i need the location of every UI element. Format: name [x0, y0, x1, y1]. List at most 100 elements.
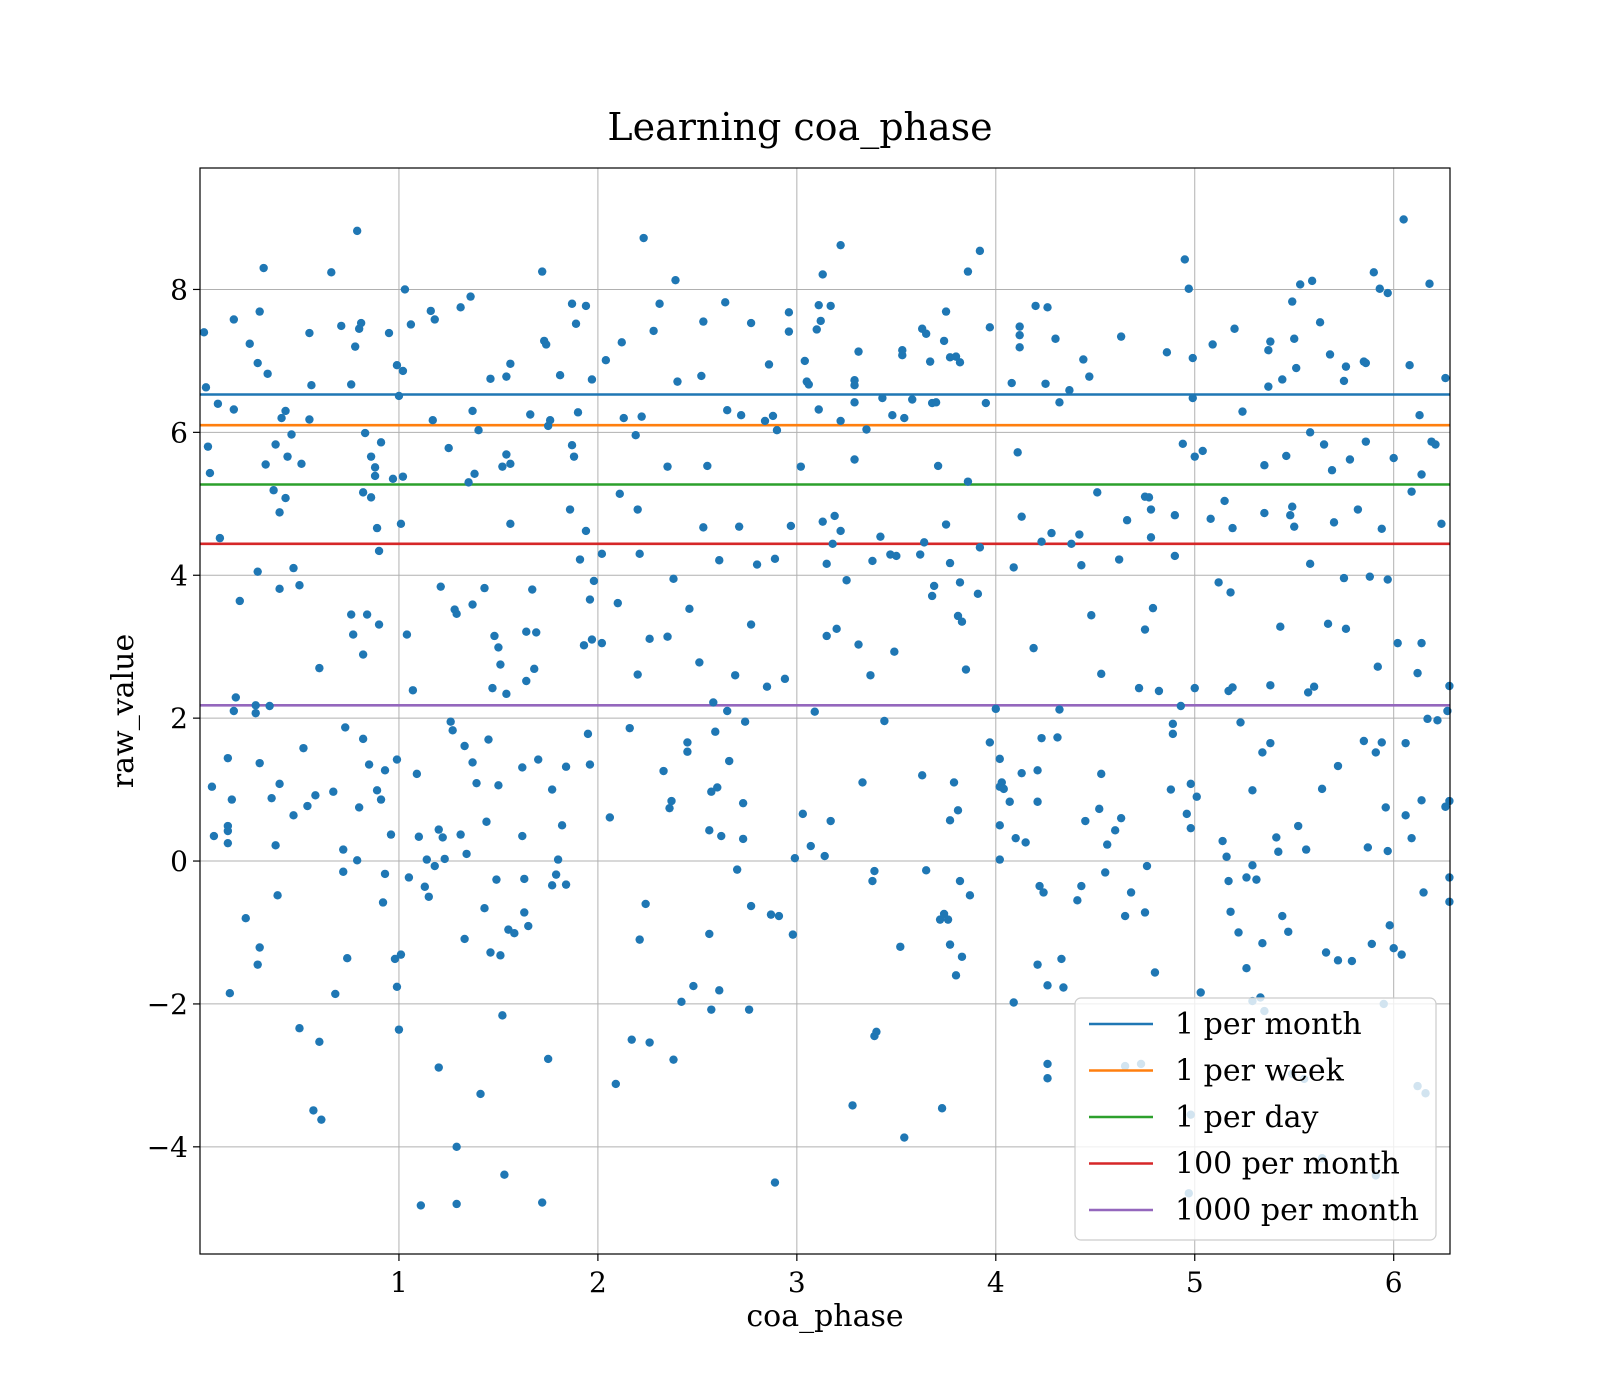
data-point: [746, 901, 756, 911]
data-point: [414, 832, 424, 841]
data-point: [468, 758, 477, 767]
data-point: [806, 841, 815, 851]
data-point: [315, 663, 324, 673]
data-point: [1238, 407, 1247, 416]
data-point: [1166, 785, 1176, 794]
data-point: [1266, 738, 1275, 748]
data-point: [398, 472, 408, 481]
data-point: [915, 550, 925, 559]
data-point: [850, 381, 859, 390]
data-point: [697, 371, 706, 381]
y-axis-label: raw_value: [106, 634, 141, 788]
data-point: [1309, 682, 1319, 691]
data-point: [215, 533, 225, 543]
data-point: [957, 952, 967, 961]
data-point: [1377, 524, 1386, 534]
data-point: [736, 411, 746, 420]
data-point: [532, 628, 541, 637]
data-point: [937, 1104, 947, 1113]
data-point: [1009, 998, 1018, 1007]
data-point: [482, 817, 491, 826]
data-point: [518, 831, 527, 841]
data-point: [311, 791, 320, 800]
data-point: [581, 526, 591, 536]
data-point: [273, 891, 282, 900]
data-point: [358, 734, 368, 744]
data-point: [1295, 280, 1305, 289]
data-point: [436, 582, 445, 591]
data-point: [1184, 284, 1193, 293]
data-point: [1375, 284, 1384, 293]
data-point: [876, 532, 885, 541]
data-point: [1150, 968, 1160, 977]
data-point: [347, 380, 356, 389]
data-point: [1228, 683, 1237, 692]
x-tick-label: 3: [788, 1266, 806, 1299]
data-point: [1182, 809, 1191, 819]
data-point: [723, 406, 732, 415]
data-point: [725, 756, 734, 766]
data-point: [945, 558, 955, 568]
data-point: [1260, 461, 1269, 470]
data-point: [1120, 911, 1130, 921]
data-point: [1359, 736, 1369, 746]
data-point: [339, 845, 348, 854]
data-point: [671, 275, 680, 285]
data-point: [1075, 530, 1084, 539]
data-point: [1393, 638, 1402, 648]
data-point: [597, 549, 607, 559]
data-point: [227, 795, 237, 804]
data-point: [900, 1133, 909, 1142]
data-point: [476, 1089, 485, 1099]
data-point: [1248, 786, 1257, 795]
x-tick-label: 6: [1385, 1266, 1403, 1299]
data-point: [486, 948, 495, 957]
data-point: [705, 826, 714, 835]
data-point: [480, 903, 489, 913]
x-tick-label: 5: [1186, 1266, 1204, 1299]
data-point: [764, 360, 774, 369]
data-point: [1417, 470, 1426, 479]
data-point: [1401, 811, 1410, 820]
data-point: [1035, 881, 1044, 891]
data-point: [1234, 928, 1243, 937]
data-point: [567, 441, 577, 450]
data-point: [699, 523, 708, 532]
data-point: [341, 723, 350, 732]
data-point: [446, 717, 455, 726]
data-point: [1397, 950, 1406, 959]
data-point: [762, 682, 772, 691]
data-point: [917, 771, 927, 780]
data-point: [1441, 373, 1450, 383]
grid-lines: [200, 168, 1450, 1254]
legend-entry: 100 per month: [1175, 1147, 1400, 1182]
data-point: [543, 1054, 553, 1064]
data-point: [991, 704, 1000, 714]
data-point: [836, 240, 845, 250]
data-point: [951, 971, 961, 980]
data-point: [1148, 603, 1158, 613]
data-point: [822, 631, 831, 641]
data-point: [575, 555, 585, 564]
data-point: [374, 546, 384, 556]
data-point: [921, 329, 931, 338]
data-point: [784, 308, 794, 317]
data-point: [1319, 440, 1329, 449]
data-point: [818, 517, 827, 526]
data-point: [1389, 453, 1398, 463]
data-point: [1248, 861, 1257, 870]
data-point: [1407, 487, 1416, 496]
data-point: [352, 226, 362, 236]
data-point: [1321, 948, 1331, 957]
data-point: [900, 413, 909, 423]
data-point: [955, 578, 965, 587]
data-point: [360, 428, 370, 438]
data-point: [490, 631, 499, 641]
data-point: [637, 412, 646, 421]
data-point: [639, 233, 648, 243]
data-point: [957, 617, 967, 626]
data-point: [730, 671, 740, 680]
data-point: [919, 538, 929, 547]
data-point: [1037, 733, 1046, 743]
data-point: [929, 581, 939, 591]
